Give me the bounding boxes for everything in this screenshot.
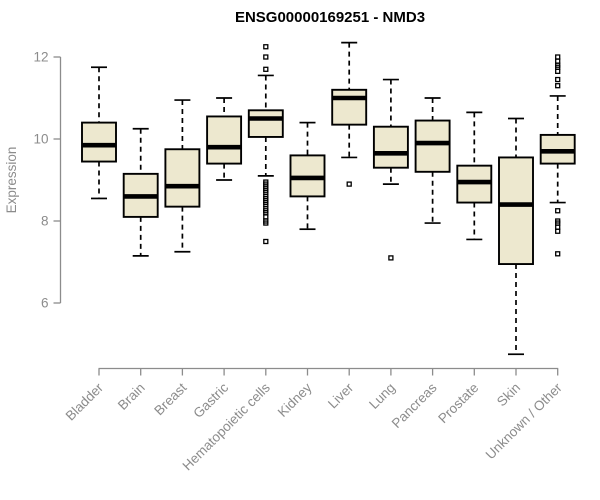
outlier-point	[263, 66, 269, 72]
iqr-box	[331, 88, 368, 126]
outlier-point	[555, 208, 561, 214]
x-category-label: Lung	[366, 380, 398, 412]
box-kidney	[289, 121, 326, 231]
box-pancreas	[414, 97, 451, 224]
box-unknown-other	[539, 54, 576, 257]
box-bladder	[81, 66, 117, 200]
x-category-label: Breast	[151, 380, 189, 418]
outlier-point	[263, 220, 269, 226]
y-axis-label: Expression	[4, 147, 19, 214]
iqr-box	[247, 109, 284, 138]
box-skin	[498, 117, 534, 356]
x-category-label: Prostate	[435, 380, 481, 426]
iqr-box	[372, 125, 409, 169]
x-category-label: Gastric	[190, 380, 231, 421]
box-breast	[164, 99, 201, 253]
x-category-label: Pancreas	[389, 380, 440, 431]
iqr-box	[81, 121, 117, 163]
iqr-box	[414, 119, 451, 173]
x-category-label: Liver	[325, 380, 357, 412]
iqr-box	[206, 115, 243, 165]
y-tick-label: 12	[33, 50, 48, 65]
box-liver	[331, 41, 368, 187]
outlier-point	[555, 76, 561, 83]
box-prostate	[456, 111, 493, 241]
box-brain	[122, 127, 159, 257]
box-hematopoietic-cells	[247, 44, 284, 245]
y-tick-label: 10	[33, 132, 48, 147]
x-category-label: Unknown / Other	[483, 380, 566, 463]
outlier-point	[555, 54, 561, 60]
iqr-box	[164, 148, 201, 208]
outlier-point	[555, 83, 561, 89]
outlier-point	[346, 181, 352, 187]
box-lung	[372, 78, 409, 261]
outlier-point	[388, 255, 394, 261]
outlier-point	[263, 44, 269, 50]
outlier-point	[555, 228, 561, 234]
box-gastric	[206, 97, 243, 181]
x-category-label: Bladder	[63, 380, 107, 424]
y-tick-label: 8	[41, 214, 49, 229]
x-category-label: Skin	[494, 380, 523, 409]
outlier-point	[263, 54, 269, 60]
iqr-box	[498, 156, 534, 265]
outlier-point	[263, 238, 269, 245]
outlier-point	[263, 214, 269, 220]
chart-title: ENSG00000169251 - NMD3	[235, 9, 425, 26]
outlier-point	[555, 224, 561, 230]
y-tick-label: 6	[41, 296, 49, 311]
x-category-label: Brain	[115, 380, 148, 413]
outlier-point	[555, 251, 561, 257]
x-category-label: Kidney	[275, 380, 315, 420]
outlier-point	[555, 68, 561, 74]
outlier-point	[555, 58, 561, 64]
